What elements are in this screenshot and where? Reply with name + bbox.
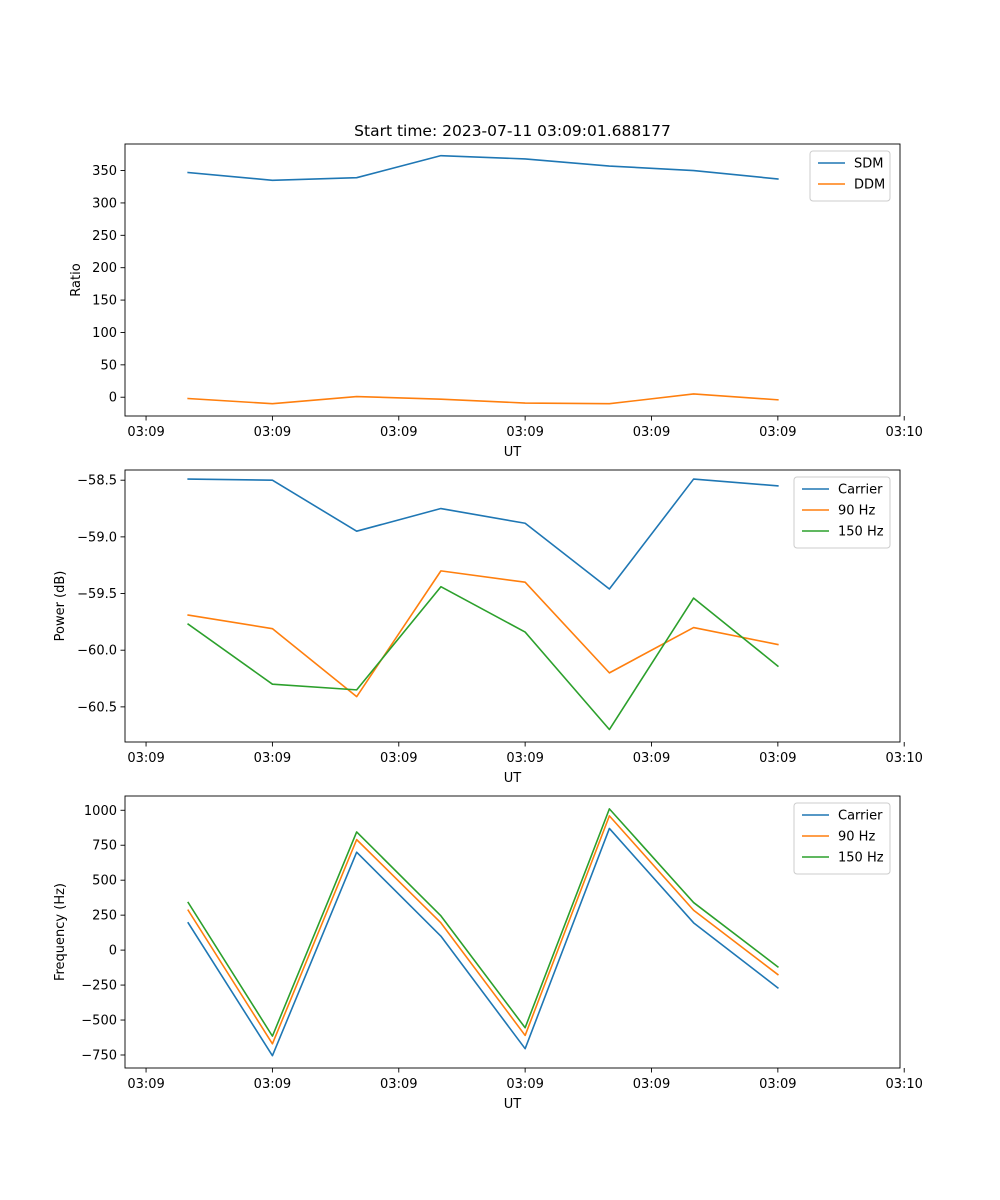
x-tick-label: 03:09 bbox=[759, 751, 796, 766]
x-tick-label: 03:09 bbox=[759, 1077, 796, 1092]
x-tick-label: 03:09 bbox=[254, 751, 291, 766]
legend-label: DDM bbox=[854, 178, 885, 193]
y-axis-label: Ratio bbox=[69, 263, 84, 296]
x-tick-label: 03:09 bbox=[633, 425, 670, 440]
y-tick-label: −58.5 bbox=[77, 474, 117, 489]
legend: SDM DDM bbox=[809, 150, 891, 202]
y-tick-label: 1000 bbox=[84, 804, 117, 819]
y-tick-label: 500 bbox=[92, 874, 117, 889]
series-line-90-hz bbox=[187, 815, 779, 1045]
y-tick-label: 0 bbox=[109, 944, 117, 959]
x-axis-label: UT bbox=[504, 1097, 522, 1112]
x-tick-label: 03:09 bbox=[380, 425, 417, 440]
chart-panel-2: 03:09 03:09 03:09 03:09 03:09 03:09 03:10 −60.5… bbox=[53, 469, 923, 786]
x-tick-label: 03:09 bbox=[254, 425, 291, 440]
series-line-150-hz bbox=[187, 585, 779, 731]
series-line-sdm bbox=[187, 154, 779, 182]
y-tick-label: 350 bbox=[92, 164, 117, 179]
x-axis-label: UT bbox=[504, 445, 522, 460]
legend-label: 150 Hz bbox=[838, 851, 884, 866]
y-tick-label: 0 bbox=[109, 391, 117, 406]
y-axis-label: Frequency (Hz) bbox=[53, 883, 68, 981]
legend: Carrier 90 Hz 150 Hz bbox=[793, 476, 891, 549]
series-line-carrier bbox=[187, 478, 779, 590]
legend-label: 150 Hz bbox=[838, 525, 884, 540]
x-tick-label: 03:09 bbox=[506, 751, 543, 766]
legend-label: Carrier bbox=[838, 483, 883, 498]
y-tick-label: 100 bbox=[92, 326, 117, 341]
chart-panel-3: 03:09 03:09 03:09 03:09 03:09 03:09 03:10 −750 −… bbox=[53, 795, 923, 1112]
axes-frame bbox=[124, 143, 901, 417]
series-line-ddm bbox=[187, 393, 779, 405]
y-tick-label: −500 bbox=[81, 1014, 117, 1029]
axes-frame bbox=[124, 469, 901, 743]
y-tick-label: 200 bbox=[92, 261, 117, 276]
y-tick-label: −60.0 bbox=[77, 644, 117, 659]
x-tick-label: 03:09 bbox=[633, 751, 670, 766]
axes-frame bbox=[124, 795, 901, 1069]
series-line-150-hz bbox=[187, 808, 779, 1037]
legend-label: Carrier bbox=[838, 809, 883, 824]
y-tick-label: 250 bbox=[92, 229, 117, 244]
y-tick-label: −59.5 bbox=[77, 587, 117, 602]
y-tick-label: −59.0 bbox=[77, 530, 117, 545]
x-tick-label: 03:09 bbox=[633, 1077, 670, 1092]
x-axis-label: UT bbox=[504, 771, 522, 786]
y-tick-label: −250 bbox=[81, 979, 117, 994]
legend-label: 90 Hz bbox=[838, 830, 875, 845]
series-line-90-hz bbox=[187, 570, 779, 698]
y-tick-label: 150 bbox=[92, 294, 117, 309]
chart-title: Start time: 2023-07-11 03:09:01.688177 bbox=[354, 122, 671, 140]
y-tick-label: 750 bbox=[92, 839, 117, 854]
y-tick-label: 50 bbox=[100, 358, 117, 373]
x-tick-label: 03:09 bbox=[380, 1077, 417, 1092]
legend-label: 90 Hz bbox=[838, 504, 875, 519]
y-tick-label: −750 bbox=[81, 1048, 117, 1063]
y-tick-label: 300 bbox=[92, 196, 117, 211]
x-tick-label: 03:09 bbox=[380, 751, 417, 766]
x-tick-label: 03:10 bbox=[885, 751, 922, 766]
y-tick-label: −60.5 bbox=[77, 700, 117, 715]
x-tick-label: 03:09 bbox=[127, 751, 164, 766]
legend: Carrier 90 Hz 150 Hz bbox=[793, 802, 891, 875]
x-tick-label: 03:10 bbox=[885, 425, 922, 440]
y-tick-label: 250 bbox=[92, 909, 117, 924]
series-line-carrier bbox=[187, 827, 779, 1057]
x-tick-label: 03:10 bbox=[885, 1077, 922, 1092]
legend-label: SDM bbox=[854, 157, 883, 172]
x-tick-label: 03:09 bbox=[759, 425, 796, 440]
x-tick-label: 03:09 bbox=[127, 425, 164, 440]
chart-panel-1: 03:09 03:09 03:09 03:09 03:09 03:09 03:10 0 50 10… bbox=[69, 122, 923, 460]
x-tick-label: 03:09 bbox=[506, 1077, 543, 1092]
x-tick-label: 03:09 bbox=[506, 425, 543, 440]
x-tick-label: 03:09 bbox=[127, 1077, 164, 1092]
x-tick-label: 03:09 bbox=[254, 1077, 291, 1092]
y-axis-label: Power (dB) bbox=[53, 571, 68, 642]
